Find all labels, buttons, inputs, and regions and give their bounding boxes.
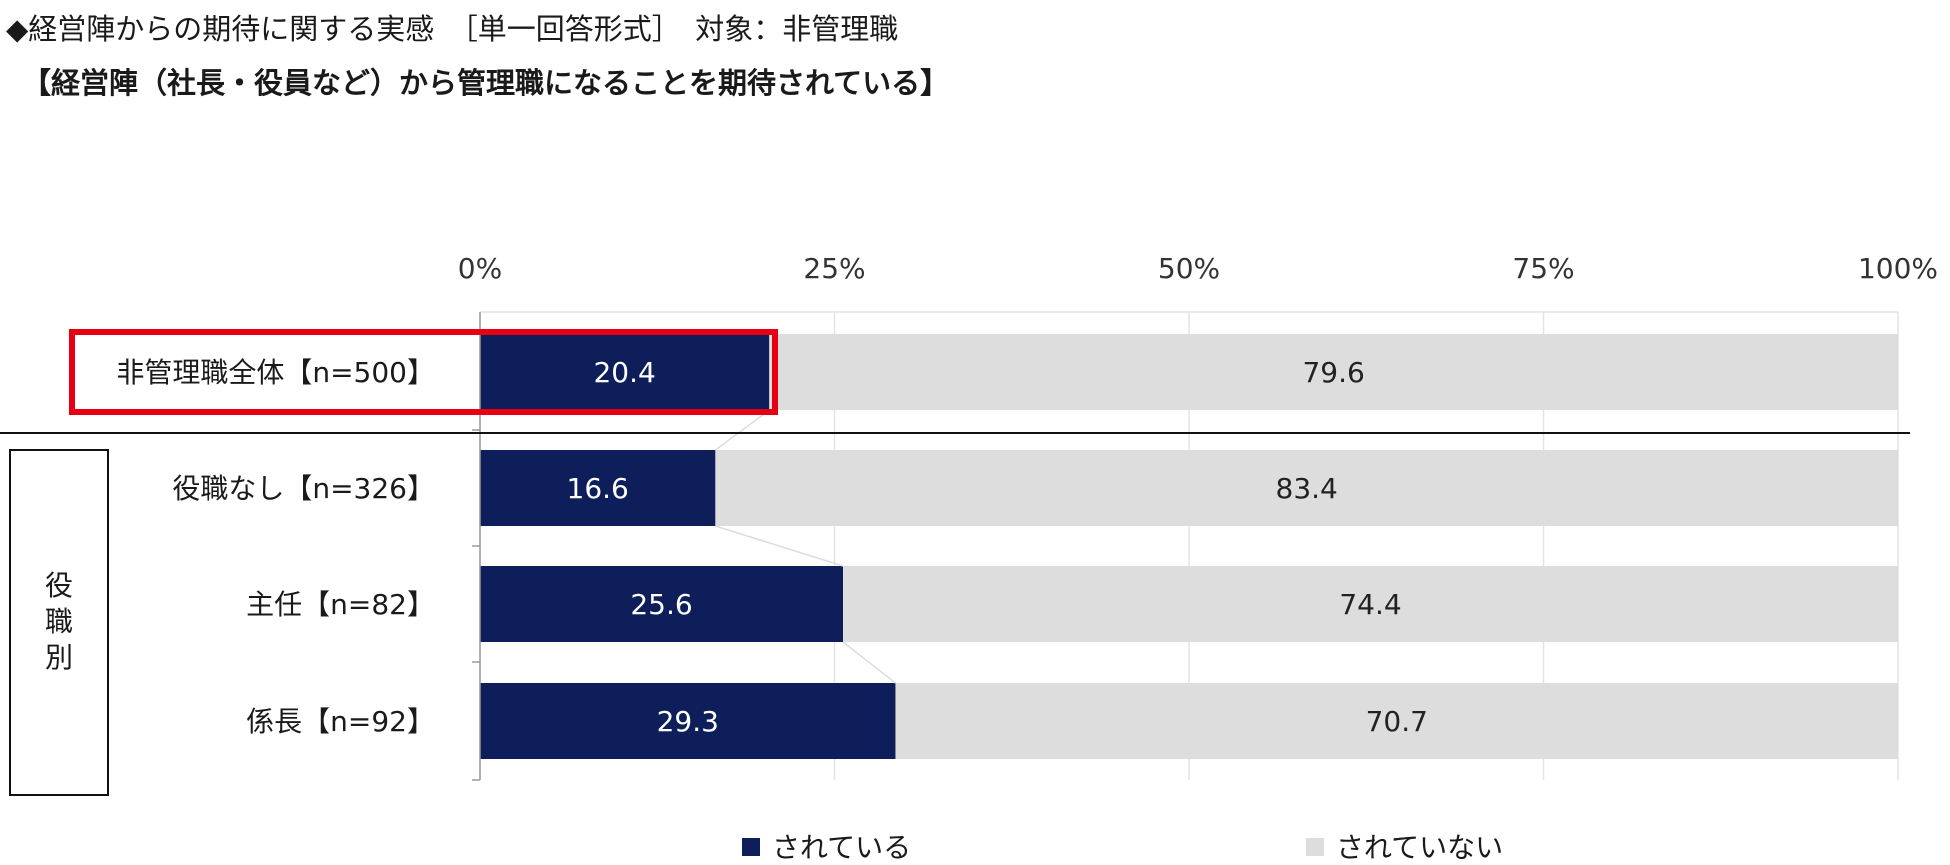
page-title: ◆経営陣からの期待に関する実感 ［単一回答形式］ 対象：非管理職: [6, 12, 899, 46]
bar-segment: [715, 450, 1899, 526]
group-label-char: 別: [45, 641, 73, 674]
legend-swatch: [1306, 838, 1324, 856]
legend-swatch: [742, 838, 760, 856]
x-tick-label: 75%: [1512, 252, 1574, 285]
data-label: 83.4: [1276, 472, 1338, 505]
category-label: 主任【n=82】: [246, 588, 435, 621]
category-label: 係長【n=92】: [246, 705, 435, 738]
bar-segment: [843, 566, 1898, 642]
legend-label: されている: [772, 831, 911, 864]
x-tick-label: 0%: [458, 252, 502, 285]
bar-segment: [895, 683, 1898, 759]
group-label-char: 職: [45, 605, 73, 638]
series-connector: [715, 525, 844, 567]
data-label: 29.3: [657, 705, 719, 738]
data-label: 74.4: [1339, 588, 1401, 621]
group-box: [9, 449, 109, 796]
bar-segment: [480, 334, 770, 410]
series-connector: [842, 641, 896, 684]
category-label: 役職なし【n=326】: [172, 472, 435, 505]
data-label: 16.6: [567, 472, 629, 505]
data-label: 20.4: [593, 356, 655, 389]
data-label: 70.7: [1366, 705, 1428, 738]
bar-segment: [480, 683, 896, 759]
category-label: 非管理職全体【n=500】: [116, 356, 435, 389]
bar-segment: [480, 450, 716, 526]
bar-segment: [769, 334, 1898, 410]
series-connector: [714, 409, 770, 451]
data-label: 25.6: [630, 588, 692, 621]
legend-label: されていない: [1336, 831, 1503, 864]
chart-subtitle: 【経営陣（社長・役員など）から管理職になることを期待されている】: [22, 66, 950, 100]
x-tick-label: 25%: [803, 252, 865, 285]
group-label-char: 役: [45, 569, 73, 602]
highlight-box: [69, 329, 778, 415]
bar-segment: [480, 566, 844, 642]
data-label: 79.6: [1302, 356, 1364, 389]
x-tick-label: 50%: [1158, 252, 1220, 285]
x-tick-label: 100%: [1858, 252, 1938, 285]
